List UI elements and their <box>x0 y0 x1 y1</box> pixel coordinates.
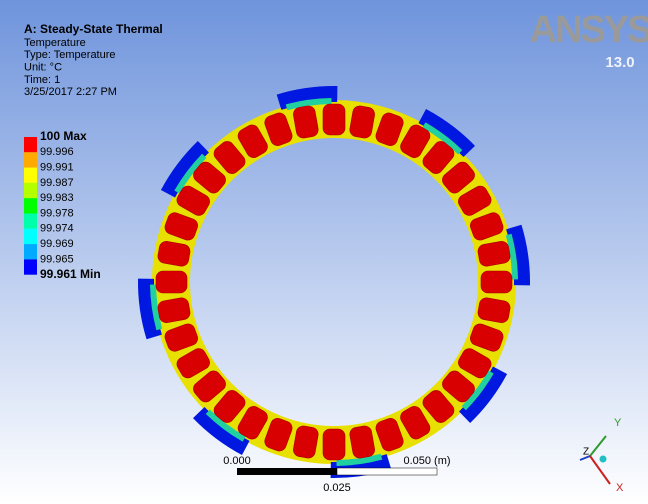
scale-white <box>337 468 437 475</box>
legend-label: 99.987 <box>40 177 74 189</box>
header-line: Type: Temperature <box>24 49 116 61</box>
legend-label: 99.978 <box>40 207 74 219</box>
scale-end: 0.050 (m) <box>403 455 450 467</box>
legend-label: 100 Max <box>40 129 87 143</box>
header-line: Unit: °C <box>24 62 62 74</box>
legend-swatch <box>24 214 37 229</box>
legend-label: 99.965 <box>40 253 74 265</box>
legend-label: 99.996 <box>40 146 74 158</box>
label-z: Z <box>583 447 589 458</box>
legend-swatch <box>24 229 37 244</box>
legend-label: 99.983 <box>40 192 74 204</box>
tooth <box>156 271 187 293</box>
viewport: A: Steady-State Thermal TemperatureType:… <box>0 0 648 504</box>
logo: ANSYS <box>530 9 648 51</box>
tooth <box>481 271 512 293</box>
version: 13.0 <box>605 54 634 71</box>
header-line: Time: 1 <box>24 74 60 86</box>
legend-label: 99.991 <box>40 162 74 174</box>
label-x: X <box>616 482 624 494</box>
scale-start: 0.000 <box>223 455 251 467</box>
tooth-body <box>481 271 512 293</box>
tooth <box>323 104 345 135</box>
header-line: Temperature <box>24 37 86 49</box>
legend-swatch <box>24 259 37 274</box>
title: A: Steady-State Thermal <box>24 22 163 36</box>
legend-swatch <box>24 152 37 167</box>
label-y: Y <box>614 417 622 429</box>
legend-label: 99.974 <box>40 223 74 235</box>
legend-label: 99.961 Min <box>40 267 101 281</box>
legend-swatch <box>24 198 37 213</box>
tooth-body <box>156 271 187 293</box>
legend-swatch <box>24 137 37 152</box>
header-line: 3/25/2017 2:27 PM <box>24 86 117 98</box>
legend-swatch <box>24 183 37 198</box>
legend-swatch <box>24 244 37 259</box>
tooth-body <box>323 104 345 135</box>
legend-swatch <box>24 168 37 183</box>
scale-black <box>237 468 337 475</box>
origin <box>600 456 607 463</box>
tooth <box>323 429 345 460</box>
scale-middle: 0.025 <box>323 482 351 494</box>
tooth-body <box>323 429 345 460</box>
legend-label: 99.969 <box>40 238 74 250</box>
